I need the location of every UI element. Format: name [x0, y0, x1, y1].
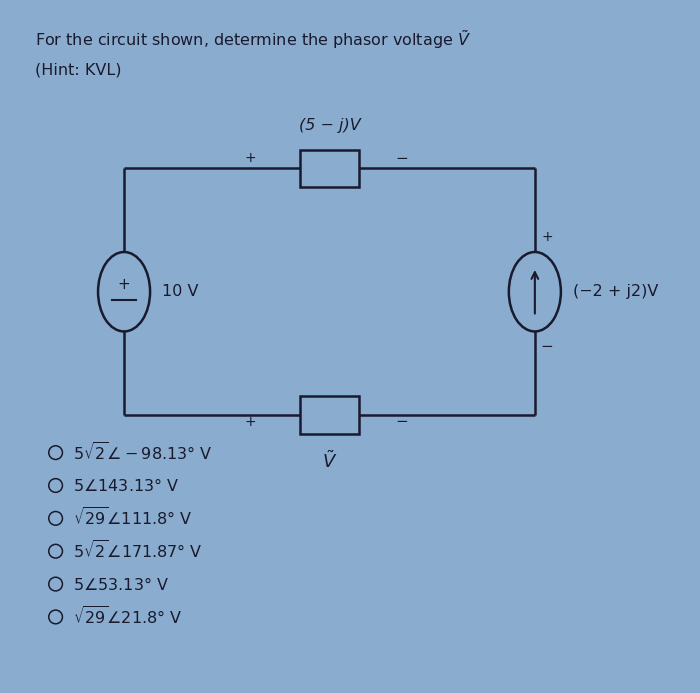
Text: +: + [118, 277, 130, 292]
Ellipse shape [98, 252, 150, 331]
Text: +: + [245, 415, 256, 429]
Text: −: − [395, 414, 407, 429]
Text: 10 V: 10 V [162, 284, 198, 299]
Text: +: + [541, 230, 553, 244]
Bar [300, 150, 358, 187]
Bar [300, 396, 358, 434]
Text: 5$\angle53.13\degree$ V: 5$\angle53.13\degree$ V [73, 576, 169, 593]
Text: (5 − j)V: (5 − j)V [299, 118, 360, 132]
Text: −: − [395, 150, 407, 166]
Text: $\tilde{V}$: $\tilde{V}$ [322, 451, 337, 473]
Text: (−2 + j2)V: (−2 + j2)V [573, 284, 658, 299]
Text: −: − [541, 339, 554, 354]
Text: For the circuit shown, determine the phasor voltage $\tilde{V}$: For the circuit shown, determine the pha… [35, 28, 471, 51]
Text: $\sqrt{29}\angle21.8\degree$ V: $\sqrt{29}\angle21.8\degree$ V [73, 606, 182, 628]
Text: (Hint: KVL): (Hint: KVL) [35, 62, 122, 78]
Text: 5$\angle143.13\degree$ V: 5$\angle143.13\degree$ V [73, 477, 179, 494]
Text: 5$\sqrt{2}\angle171.87\degree$ V: 5$\sqrt{2}\angle171.87\degree$ V [73, 541, 202, 562]
Text: 5$\sqrt{2}\angle-98.13\degree$ V: 5$\sqrt{2}\angle-98.13\degree$ V [73, 441, 212, 464]
Ellipse shape [509, 252, 561, 331]
Text: $\sqrt{29}\angle111.8\degree$ V: $\sqrt{29}\angle111.8\degree$ V [73, 507, 192, 529]
Text: +: + [245, 151, 256, 165]
